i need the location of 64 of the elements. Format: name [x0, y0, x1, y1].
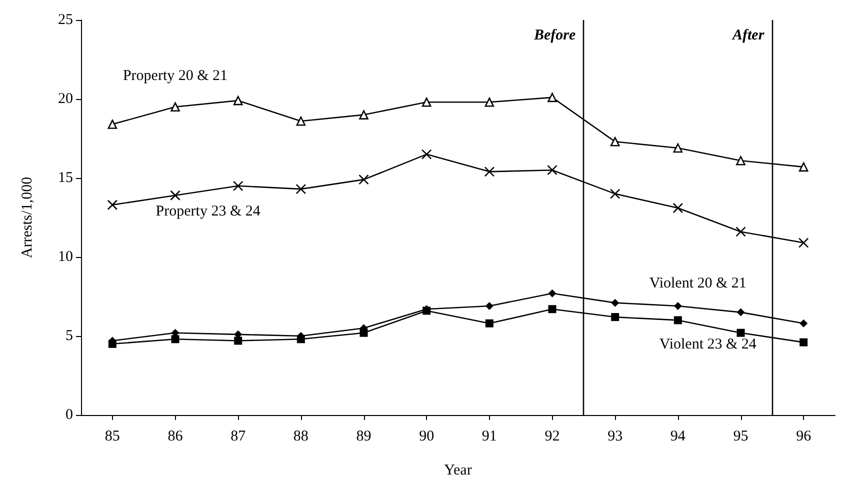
x-tick-label: 92 [544, 428, 560, 444]
x-tick-label: 86 [168, 428, 184, 444]
point [547, 164, 558, 176]
point [736, 156, 746, 166]
y-axis-title: Arrests/1,000 [20, 176, 36, 258]
x-axis-title: Year [444, 462, 472, 478]
x-tick-label: 91 [482, 428, 497, 444]
x-tick-label: 96 [796, 428, 812, 444]
point [359, 110, 368, 120]
point [358, 174, 369, 185]
x-tick-label: 90 [419, 428, 434, 444]
y-tick-label: 15 [58, 170, 73, 186]
series-label: Property 20 & 21 [122, 68, 228, 84]
ref-line-label: After [731, 28, 764, 44]
point [170, 190, 180, 201]
point [548, 289, 556, 298]
point [736, 226, 746, 237]
x-tick-label: 87 [230, 428, 246, 444]
point [296, 184, 306, 194]
point [234, 336, 242, 345]
x-tick-label: 93 [608, 428, 623, 444]
point [800, 338, 808, 346]
point [736, 328, 745, 337]
y-tick-label: 10 [58, 249, 73, 265]
point [736, 308, 745, 316]
point [484, 166, 495, 177]
series-label: Violent 20 & 21 [649, 275, 746, 292]
y-tick-label: 25 [58, 12, 73, 28]
point [233, 96, 243, 106]
point [485, 302, 494, 310]
point [484, 98, 494, 107]
point [611, 313, 620, 322]
y-tick-label: 0 [66, 407, 73, 423]
point [798, 162, 808, 172]
x-tick-label: 88 [293, 428, 308, 444]
point [674, 302, 682, 310]
point [108, 120, 118, 129]
point [422, 98, 432, 107]
point [798, 238, 809, 248]
point [107, 200, 118, 210]
point [548, 305, 556, 314]
point [232, 180, 244, 192]
ref-line-label: Before [533, 28, 576, 44]
series-label: Violent 23 & 24 [659, 336, 757, 353]
point [485, 319, 494, 328]
point [171, 335, 180, 344]
x-tick-label: 94 [670, 428, 686, 444]
x-tick-label: 85 [104, 428, 120, 444]
point [800, 319, 808, 328]
y-tick-label: 20 [58, 91, 73, 107]
point [611, 298, 620, 307]
point [672, 202, 684, 214]
point [610, 137, 620, 146]
y-tick-label: 5 [66, 328, 73, 344]
x-tick-label: 89 [356, 428, 372, 444]
point [296, 116, 306, 126]
point [421, 149, 432, 160]
series-label: Property 23 & 24 [156, 204, 261, 220]
point [170, 102, 180, 112]
point [610, 188, 620, 199]
point [673, 143, 683, 153]
point [674, 316, 682, 324]
point [548, 92, 557, 102]
x-tick-label: 95 [733, 428, 748, 444]
